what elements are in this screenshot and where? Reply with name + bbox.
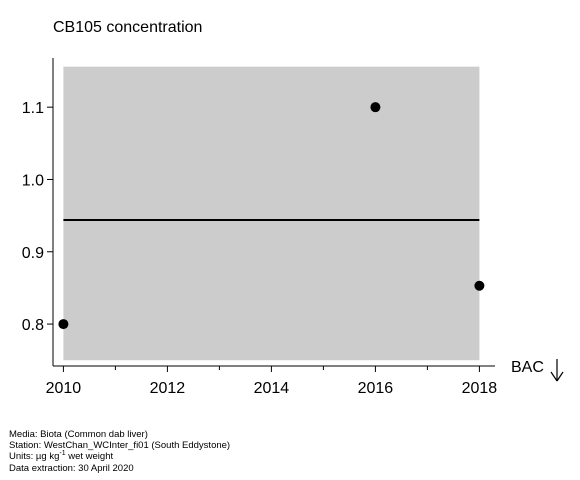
footer-station: Station: WestChan_WCInter_fi01 (South Ed… — [9, 440, 231, 452]
footer-metadata: Media: Biota (Common dab liver) Station:… — [9, 429, 230, 474]
chart-title: CB105 concentration — [53, 19, 203, 36]
x-tick-label: 2014 — [254, 380, 290, 397]
y-tick-label: 0.8 — [22, 317, 44, 334]
units-prefix: Units: µg kg — [9, 451, 60, 463]
footer-units: Units: µg kg-1 wet weight — [9, 450, 230, 463]
down-arrow-icon — [550, 359, 564, 382]
y-tick-label: 0.9 — [22, 245, 44, 262]
footer-extraction: Data extraction: 30 April 2020 — [9, 462, 134, 474]
units-exponent: -1 — [59, 450, 66, 458]
data-point — [370, 102, 381, 113]
x-tick-label: 2010 — [46, 380, 82, 397]
units-suffix: wet weight — [65, 451, 114, 463]
assessment-band — [63, 66, 480, 361]
bac-label: BAC — [511, 359, 544, 376]
data-point — [58, 319, 69, 330]
x-tick-label: 2012 — [150, 380, 186, 397]
y-tick-label: 1.1 — [22, 100, 44, 117]
y-tick-label: 1.0 — [22, 172, 44, 189]
data-point — [474, 280, 485, 291]
x-tick-label: 2018 — [462, 380, 498, 397]
x-tick-label: 2016 — [358, 380, 394, 397]
footer-media: Media: Biota (Common dab liver) — [9, 429, 148, 440]
